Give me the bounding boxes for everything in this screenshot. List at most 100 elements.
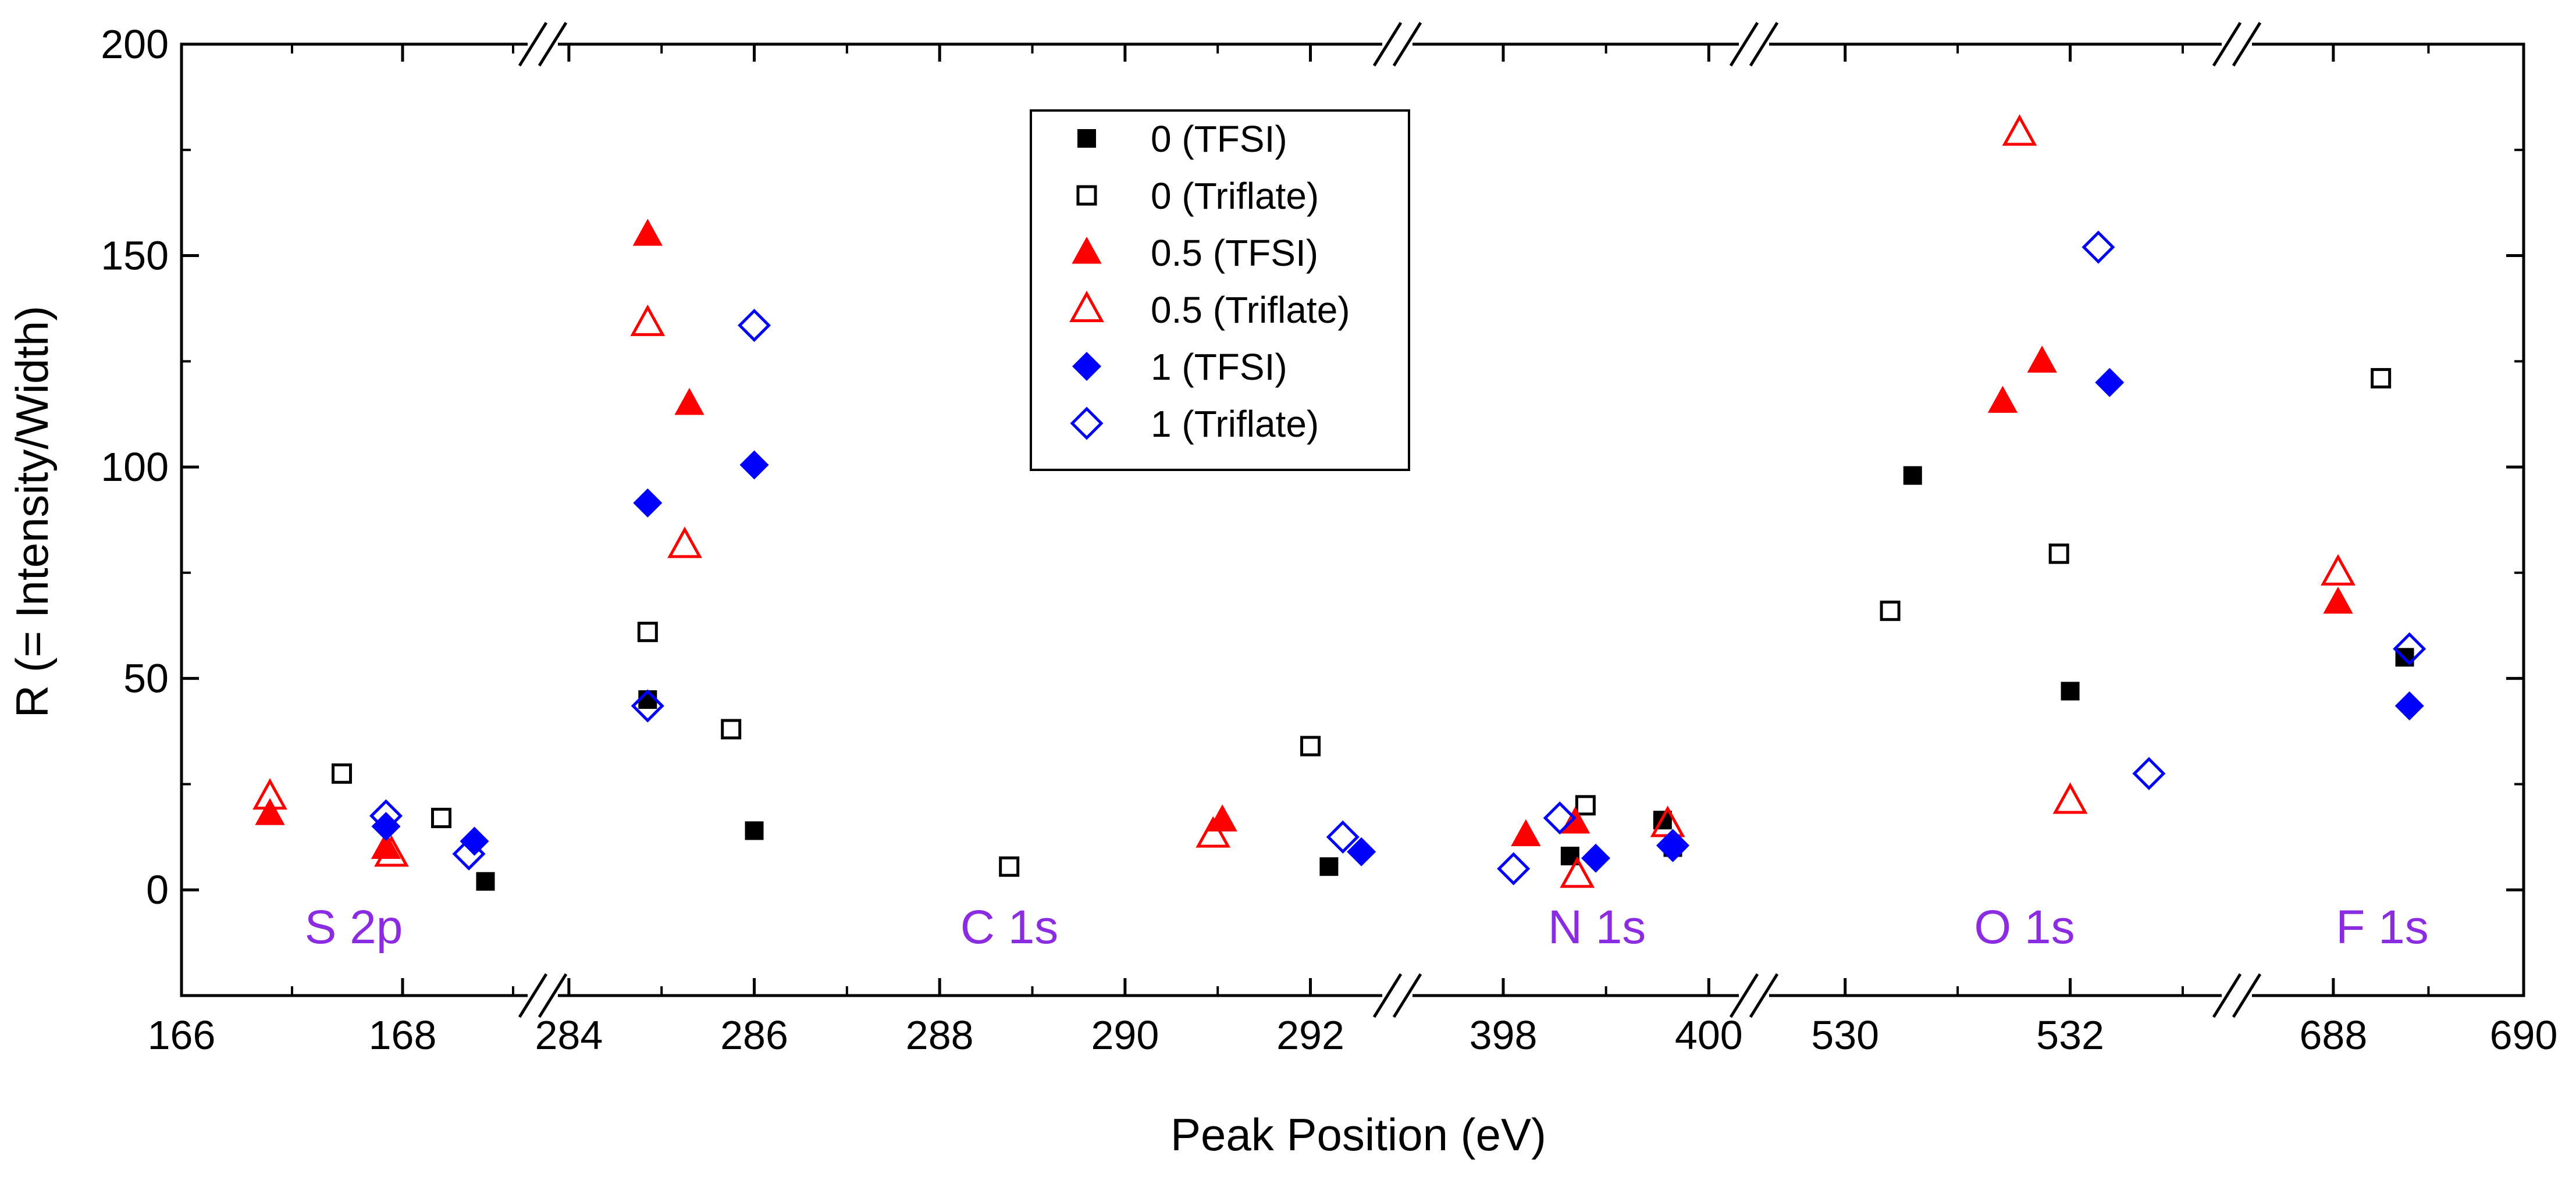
axis-break-slash-top-2-2 — [1392, 22, 1422, 67]
x-tick-label: 166 — [148, 1012, 216, 1058]
axis-break-slash-bottom-1-2 — [538, 973, 568, 1018]
y-tick-label: 100 — [101, 444, 169, 490]
data-point-0-5-tfsi-6 — [1511, 819, 1541, 847]
data-point-0-5-triflate-3 — [630, 304, 666, 336]
data-point-1-triflate-7 — [1543, 801, 1577, 835]
legend-box — [1030, 109, 1410, 471]
data-point-0-5-triflate-10 — [2321, 554, 2356, 586]
legend-marker-5 — [1072, 352, 1101, 381]
data-point-0-triflate-10 — [2371, 368, 2392, 388]
y-tick-label: 0 — [146, 867, 169, 912]
axis-break-slash-bottom-1-1 — [518, 973, 548, 1018]
axis-break-slash-bottom-4-2 — [2232, 973, 2262, 1018]
data-point-0-5-tfsi-8 — [1987, 386, 2018, 413]
x-tick-label: 168 — [369, 1012, 437, 1058]
data-point-1-tfsi-5 — [1347, 837, 1376, 866]
legend-marker-6 — [1070, 406, 1104, 440]
y-axis-title: R (= Intensity/Width) — [6, 306, 58, 718]
legend-label-5: 1 (TFSI) — [1151, 346, 1287, 388]
plot-frame — [180, 42, 2525, 997]
data-point-0-triflate-5 — [999, 856, 1020, 877]
data-point-1-tfsi-6 — [1581, 843, 1610, 873]
data-point-1-triflate-3 — [631, 689, 664, 723]
data-point-1-triflate-8 — [1656, 829, 1690, 862]
legend-marker-3 — [1072, 237, 1102, 264]
legend-marker-2 — [1076, 185, 1097, 206]
data-point-0-5-triflate-5 — [1196, 816, 1231, 848]
x-tick-label: 284 — [535, 1012, 603, 1058]
data-point-0-tfsi-4 — [1319, 857, 1339, 876]
region-label-1: S 2p — [305, 901, 403, 954]
data-point-1-tfsi-3 — [633, 488, 663, 518]
legend-label-3: 0.5 (TFSI) — [1151, 232, 1318, 274]
data-point-1-triflate-2 — [452, 837, 486, 871]
data-point-0-5-triflate-8 — [2002, 114, 2037, 146]
data-point-0-tfsi-8 — [1903, 466, 1922, 485]
x-tick-label: 290 — [1091, 1012, 1159, 1058]
data-point-0-5-triflate-1 — [252, 778, 287, 810]
data-point-0-triflate-1 — [332, 763, 352, 784]
axis-break-slash-bottom-2-2 — [1392, 973, 1422, 1018]
legend-label-1: 0 (TFSI) — [1151, 118, 1287, 160]
data-point-1-tfsi-7 — [1658, 833, 1688, 862]
data-point-0-5-triflate-2 — [374, 835, 409, 867]
data-point-0-5-tfsi-3 — [632, 219, 663, 246]
axis-break-slash-bottom-3-2 — [1749, 973, 1779, 1018]
axis-break-slash-top-3-2 — [1749, 22, 1779, 67]
region-label-4: O 1s — [1974, 901, 2075, 954]
data-point-0-triflate-8 — [1880, 600, 1901, 621]
data-point-0-5-triflate-6 — [1560, 856, 1595, 888]
legend-label-6: 1 (Triflate) — [1151, 403, 1319, 445]
region-label-3: N 1s — [1548, 901, 1646, 954]
axis-break-slash-top-2-1 — [1372, 22, 1403, 67]
data-point-1-tfsi-9 — [2394, 691, 2424, 721]
data-point-0-tfsi-9 — [2061, 682, 2080, 701]
data-point-0-triflate-3 — [637, 622, 658, 643]
x-tick-label: 688 — [2299, 1012, 2367, 1058]
data-point-1-triflate-11 — [2393, 632, 2426, 666]
legend-label-4: 0.5 (Triflate) — [1151, 289, 1350, 331]
data-point-1-tfsi-8 — [2095, 368, 2125, 397]
data-point-0-5-triflate-4 — [667, 526, 702, 558]
y-tick-label: 50 — [123, 656, 169, 701]
x-tick-label: 532 — [2036, 1012, 2104, 1058]
data-point-0-triflate-4 — [721, 719, 742, 740]
axis-break-slash-top-1-1 — [518, 22, 548, 67]
axis-break-slash-top-3-1 — [1729, 22, 1759, 67]
x-tick-label: 530 — [1811, 1012, 1879, 1058]
legend-marker-1 — [1077, 129, 1096, 148]
x-tick-label: 288 — [906, 1012, 974, 1058]
data-point-1-tfsi-4 — [739, 450, 769, 480]
data-point-0-5-triflate-9 — [2052, 782, 2088, 814]
data-point-0-5-tfsi-10 — [2323, 586, 2353, 614]
data-point-0-triflate-9 — [2048, 543, 2069, 564]
data-point-1-tfsi-1 — [371, 812, 401, 841]
data-point-0-5-tfsi-7 — [1560, 806, 1591, 834]
y-tick-label: 150 — [101, 233, 169, 279]
data-point-0-triflate-6 — [1300, 736, 1321, 757]
x-axis-title: Peak Position (eV) — [1170, 1109, 1546, 1160]
axis-break-slash-top-4-2 — [2232, 22, 2262, 67]
data-point-1-triflate-9 — [2082, 230, 2115, 264]
data-point-0-5-tfsi-4 — [674, 388, 705, 415]
axis-break-slash-bottom-2-1 — [1372, 973, 1403, 1018]
legend-marker-4 — [1069, 290, 1104, 322]
region-label-5: F 1s — [2336, 901, 2428, 954]
data-point-1-triflate-10 — [2132, 757, 2166, 790]
legend-label-2: 0 (Triflate) — [1151, 175, 1319, 217]
x-tick-label: 292 — [1276, 1012, 1344, 1058]
data-point-1-triflate-6 — [1497, 852, 1531, 886]
data-point-0-tfsi-1 — [476, 872, 495, 891]
data-point-0-5-tfsi-9 — [2027, 345, 2057, 373]
axis-break-slash-top-1-2 — [538, 22, 568, 67]
data-point-0-triflate-2 — [431, 808, 451, 829]
data-point-0-tfsi-3 — [745, 821, 764, 840]
axis-break-slash-bottom-4-1 — [2212, 973, 2242, 1018]
x-tick-label: 690 — [2490, 1012, 2558, 1058]
x-tick-label: 286 — [720, 1012, 788, 1058]
data-point-0-triflate-7 — [1575, 795, 1596, 816]
data-point-1-triflate-1 — [369, 799, 403, 833]
x-tick-label: 400 — [1675, 1012, 1743, 1058]
